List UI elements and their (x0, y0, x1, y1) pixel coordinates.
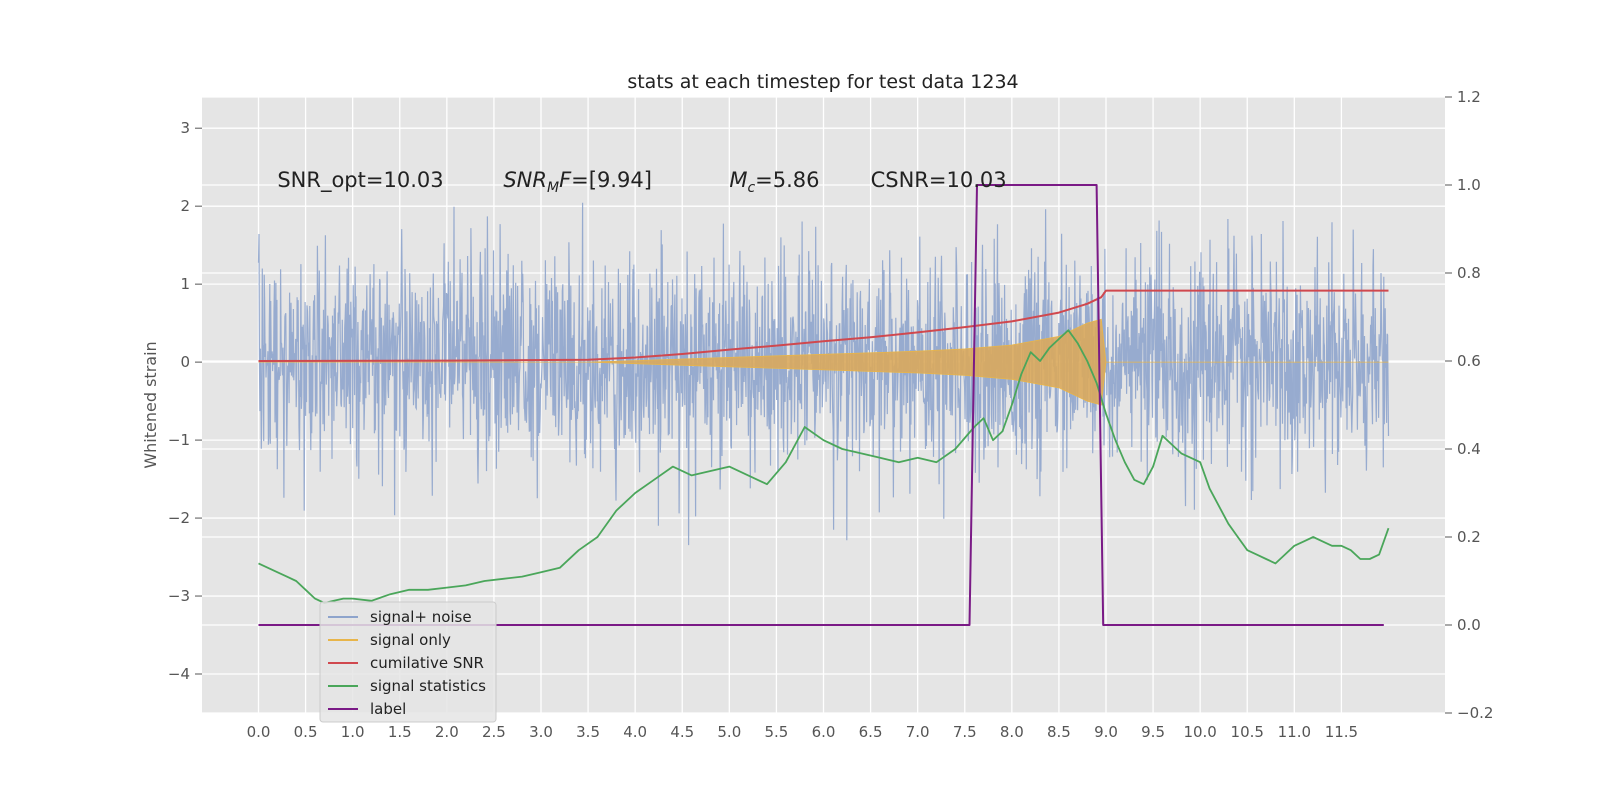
plot-layer (257, 184, 1390, 626)
y-tick-label: 0 (180, 353, 190, 371)
y-tick-label: −4 (168, 665, 190, 683)
legend-label-4: label (370, 700, 406, 718)
y2-tick-label: 1.2 (1457, 88, 1481, 106)
x-tick-label: 11.0 (1278, 723, 1311, 741)
legend: signal+ noise signal only cumilative SNR si… (319, 601, 497, 723)
x-tick-label: 3.5 (576, 723, 600, 741)
y-tick-label: −2 (168, 509, 190, 527)
legend-label-0: signal+ noise (370, 608, 472, 626)
y-tick-label: 3 (180, 119, 190, 137)
annotation-1: SNRMF=[9.94] (503, 168, 652, 196)
cumulative-snr-line (258, 289, 1389, 362)
signal-noise-trace (257, 202, 1390, 546)
annotation-sub: c (747, 180, 755, 196)
annotation-sub: M (547, 180, 559, 196)
y2-tick-label: −0.2 (1457, 704, 1493, 722)
annotation-3: CSNR=10.03 (871, 168, 1007, 192)
y2-tick-label: 0.4 (1457, 440, 1481, 458)
x-tick-label: 5.0 (717, 723, 741, 741)
legend-box (319, 601, 497, 723)
signal-statistics-line (258, 329, 1390, 604)
y2-tick-label: 0.8 (1457, 264, 1481, 282)
annotation-2: Mc=5.86 (729, 168, 819, 196)
signal-only-trace (258, 318, 1389, 406)
x-axis-ticks: 0.0 0.5 1.0 1.5 2.0 2.5 3.0 3.5 4.0 4.5 5.0 5.5 6.0 6… (247, 723, 1359, 741)
x-tick-label: 7.5 (953, 723, 977, 741)
y-tick-label: −3 (168, 587, 190, 605)
x-tick-label: 7.0 (906, 723, 930, 741)
annotation-value: =5.86 (755, 168, 819, 192)
x-tick-label: 8.0 (1000, 723, 1024, 741)
right-axis-ticks: 1.2 1.0 0.8 0.6 0.4 0.2 0.0 −0.2 (1445, 88, 1493, 722)
annotation-m: M (729, 168, 747, 192)
y-axis-ticks: 3 2 1 0 −1 −2 −3 −4 (168, 119, 202, 683)
x-tick-label: 9.0 (1094, 723, 1118, 741)
stat-annotations: SNR_opt=10.03 SNRMF=[9.94] Mc=5.86 CSNR=10.… (277, 168, 1006, 196)
x-tick-label: 6.5 (859, 723, 883, 741)
x-tick-label: 6.0 (812, 723, 836, 741)
legend-label-2: cumilative SNR (370, 654, 484, 672)
x-tick-label: 4.0 (623, 723, 647, 741)
y-axis-label: Whitened strain (141, 341, 160, 468)
y-tick-label: −1 (168, 431, 190, 449)
x-tick-label: 11.5 (1325, 723, 1358, 741)
x-tick-label: 10.0 (1183, 723, 1216, 741)
chart-title: stats at each timestep for test data 123… (627, 71, 1018, 93)
x-tick-label: 3.0 (529, 723, 553, 741)
x-tick-label: 10.5 (1231, 723, 1264, 741)
x-tick-label: 4.5 (670, 723, 694, 741)
x-tick-label: 1.5 (388, 723, 412, 741)
y2-tick-label: 0.6 (1457, 352, 1481, 370)
legend-label-3: signal statistics (370, 677, 486, 695)
annotation-value: =[9.94] (571, 168, 652, 192)
y2-tick-label: 0.0 (1457, 616, 1481, 634)
y-tick-label: 2 (180, 197, 190, 215)
y2-tick-label: 1.0 (1457, 176, 1481, 194)
annotation-snr: SNR (503, 168, 547, 192)
annotation-f: F (559, 168, 572, 192)
label-line (258, 184, 1384, 626)
annotation-0: SNR_opt=10.03 (277, 168, 443, 193)
x-tick-label: 8.5 (1047, 723, 1071, 741)
y2-tick-label: 0.2 (1457, 528, 1481, 546)
legend-label-1: signal only (370, 631, 451, 649)
x-tick-label: 2.5 (482, 723, 506, 741)
y-tick-label: 1 (180, 275, 190, 293)
x-tick-label: 0.5 (294, 723, 318, 741)
x-tick-label: 2.0 (435, 723, 459, 741)
x-tick-label: 9.5 (1141, 723, 1165, 741)
x-tick-label: 0.0 (247, 723, 271, 741)
x-tick-label: 1.0 (341, 723, 365, 741)
x-tick-label: 5.5 (764, 723, 788, 741)
